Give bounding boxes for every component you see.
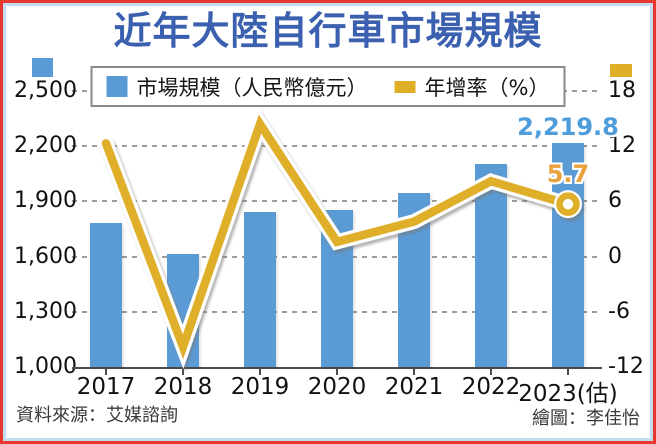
x-axis-year-label: 2018 [153,374,213,400]
x-axis-year-label: 2021 [384,374,444,400]
bar-value-callout: 2,219.8 [517,113,619,141]
market-size-bar [475,164,507,367]
line-endpoint-marker [556,192,580,216]
chart-title: 近年大陸自行車市場規模 [113,9,543,53]
x-axis-tick [182,369,184,375]
line-value-callout: 5.7 [546,160,590,188]
left-axis-bar-swatch-icon [32,58,53,77]
x-axis-tick [336,369,338,375]
market-size-bar [90,222,122,367]
market-size-bar [552,142,584,367]
right-axis-tick-label: 6 [608,188,622,214]
legend: 市場規模（人民幣億元） 年增率（%） [90,66,566,107]
x-axis-tick [259,369,261,375]
left-axis-tick-label: 1,300 [14,298,77,324]
left-axis-tick-label: 1,000 [14,354,77,379]
bar-series-label: 市場規模（人民幣億元） [136,75,368,100]
left-axis-tick-label: 2,500 [14,78,77,103]
bar-series-swatch-icon [106,76,128,97]
x-axis-tick [413,369,415,375]
left-axis-tick-label: 1,900 [14,188,77,214]
right-axis-tick-label: 0 [608,243,622,269]
left-axis-tick-label: 2,200 [14,133,77,159]
x-axis-baseline [72,367,602,369]
line-series-label: 年增率（%） [424,75,550,100]
source-note: 資料來源：艾媒諮詢 [16,405,178,426]
right-axis-tick-label: 18 [608,78,636,103]
right-axis-line-swatch-icon [610,64,632,77]
x-axis-year-label: 2022 [461,374,521,400]
x-axis-tick [567,369,569,375]
x-axis-tick [105,369,107,375]
gridline [72,145,602,148]
x-axis-tick [490,369,492,375]
right-axis-tick-label: 12 [608,133,636,159]
growth-line [98,107,582,369]
credit-note: 繪圖：李佳怡 [532,408,640,429]
line-series-swatch-icon [394,80,416,93]
gridline [72,200,602,203]
x-axis-year-label: 2019 [230,374,290,400]
growth-line-path [101,114,573,360]
right-axis-tick-label: -6 [608,298,630,324]
market-size-bar [244,212,276,367]
x-axis-year-label: 2017 [76,374,136,400]
right-axis-tick-label: -12 [608,354,644,379]
x-axis-year-label: 2020 [307,374,367,400]
left-axis-tick-label: 1,600 [14,243,77,269]
x-axis-year-label: 2023(估) [518,381,618,407]
